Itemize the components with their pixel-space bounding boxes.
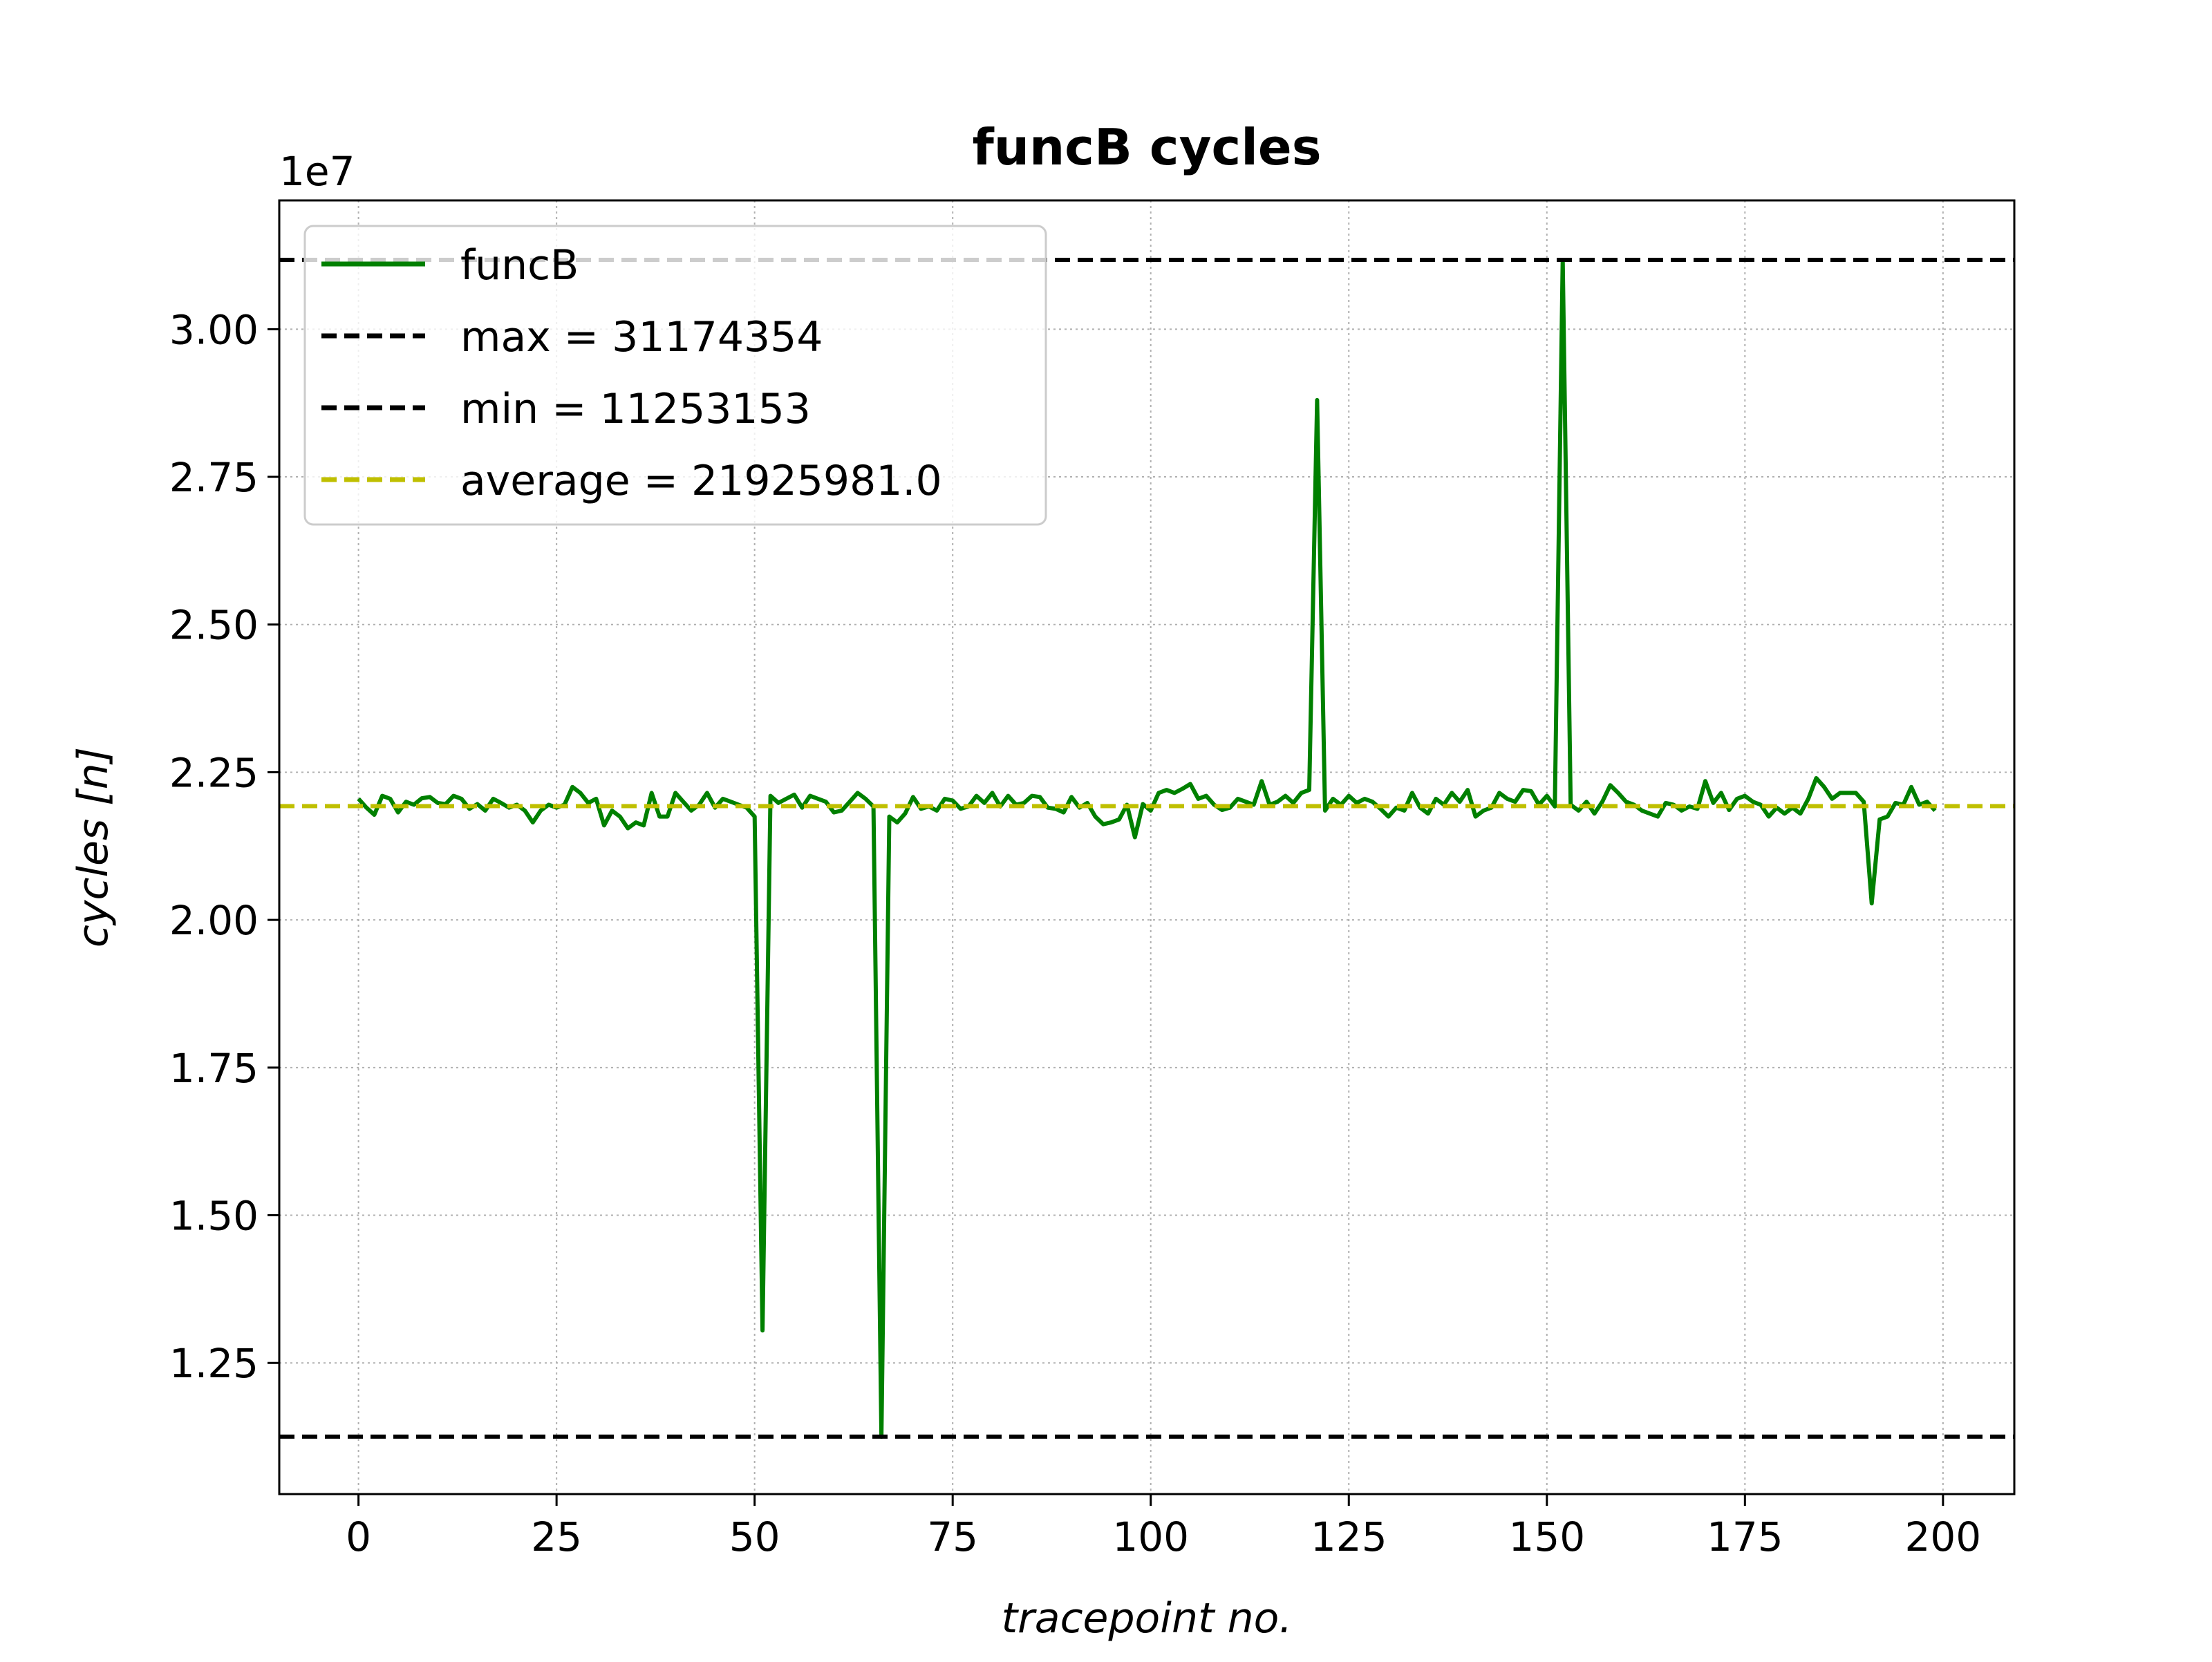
y-tick-label: 1.75 bbox=[169, 1045, 259, 1092]
y-tick-label: 2.50 bbox=[169, 602, 259, 649]
legend-label-average: average = 21925981.0 bbox=[460, 457, 942, 505]
y-axis-offset-label: 1e7 bbox=[279, 148, 355, 195]
x-tick-label: 150 bbox=[1508, 1513, 1585, 1560]
plot-lines bbox=[279, 257, 2014, 1439]
y-tick-label: 1.50 bbox=[169, 1193, 259, 1240]
x-tick-label: 125 bbox=[1311, 1513, 1387, 1560]
legend-label-funcb: funcB bbox=[460, 241, 579, 290]
x-tick-label: 50 bbox=[729, 1513, 780, 1560]
y-tick-label: 3.00 bbox=[169, 306, 259, 353]
legend-box bbox=[303, 225, 1047, 526]
axis-ticks: 0 25 50 75 100 125 150 175 200 1.25 1.50 1.75 2.00 2.… bbox=[169, 306, 1981, 1560]
y-tick-label: 1.25 bbox=[169, 1340, 259, 1387]
x-axis-label: tracepoint no. bbox=[1002, 1594, 1293, 1643]
y-tick-label: 2.75 bbox=[169, 454, 259, 501]
legend-label-max: max = 31174354 bbox=[460, 313, 823, 361]
y-tick-label: 2.00 bbox=[169, 897, 259, 944]
legend-label-min: min = 11253153 bbox=[460, 385, 811, 433]
chart-title: funcB cycles bbox=[972, 118, 1321, 176]
legend: funcB max = 31174354 min = 11253153 aver… bbox=[303, 225, 1047, 526]
x-tick-label: 75 bbox=[927, 1513, 978, 1560]
y-axis-label: cycles [n] bbox=[69, 747, 118, 947]
plot-frame bbox=[278, 199, 2016, 1495]
x-tick-label: 25 bbox=[531, 1513, 582, 1560]
x-tick-label: 200 bbox=[1904, 1513, 1981, 1560]
x-tick-label: 0 bbox=[346, 1513, 371, 1560]
x-tick-label: 100 bbox=[1112, 1513, 1189, 1560]
y-tick-label: 2.25 bbox=[169, 749, 259, 796]
x-tick-label: 175 bbox=[1707, 1513, 1783, 1560]
